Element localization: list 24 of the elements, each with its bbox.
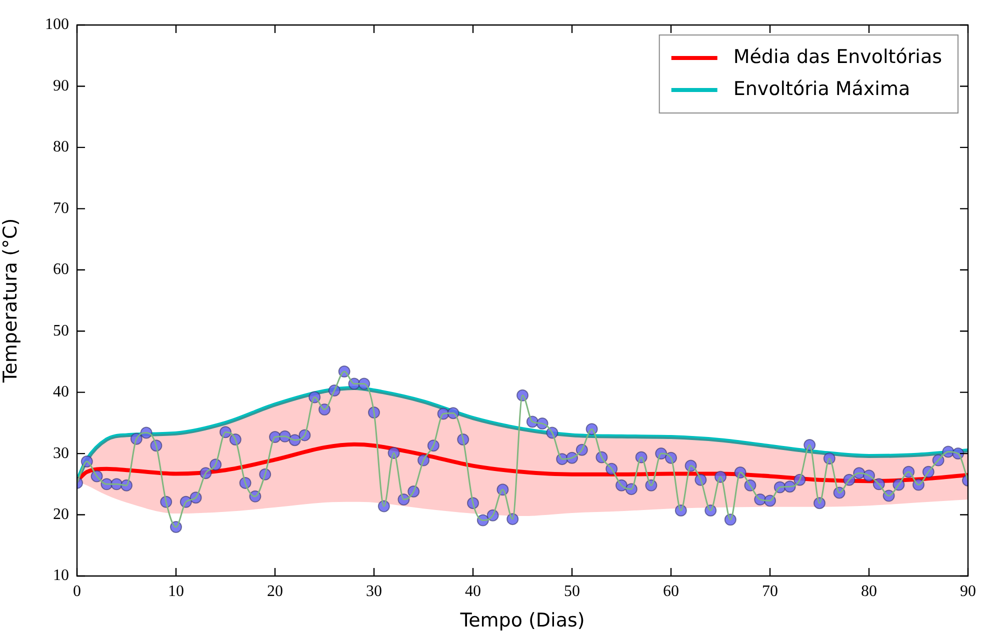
y-tick-label: 100 <box>45 16 69 34</box>
x-tick-label: 20 <box>267 582 283 600</box>
x-tick-label: 70 <box>762 582 778 600</box>
y-tick-label: 80 <box>53 138 69 156</box>
x-axis-title: Tempo (Dias) <box>459 610 585 632</box>
legend-label: Média das Envoltórias <box>733 46 942 68</box>
y-tick-label: 10 <box>53 567 69 584</box>
y-tick-label: 60 <box>53 261 69 278</box>
y-axis-title: Temperatura (°C) <box>0 218 22 384</box>
x-tick-label: 0 <box>73 582 81 600</box>
x-tick-label: 80 <box>861 582 877 600</box>
x-tick-label: 90 <box>960 582 976 600</box>
x-tick-label: 10 <box>168 582 184 600</box>
y-tick-label: 70 <box>53 200 69 217</box>
x-tick-label: 50 <box>564 582 580 600</box>
y-tick-label: 90 <box>53 77 69 94</box>
x-tick-label: 60 <box>663 582 679 600</box>
legend-label: Envoltória Máxima <box>733 78 910 100</box>
y-tick-label: 40 <box>53 384 69 401</box>
y-tick-label: 20 <box>53 506 69 523</box>
y-tick-label: 50 <box>53 322 69 340</box>
y-tick-label: 30 <box>53 444 69 462</box>
x-tick-label: 30 <box>366 582 382 600</box>
x-tick-label: 40 <box>465 582 481 600</box>
